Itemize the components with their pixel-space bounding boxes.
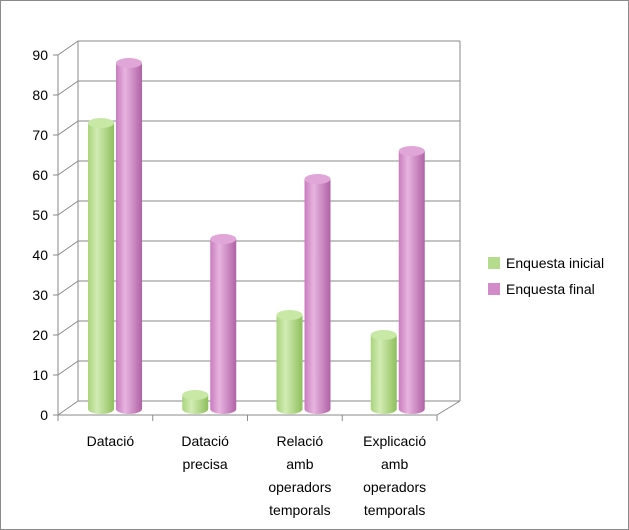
legend-label-initial: Enquesta inicial [506,255,605,271]
y-tick-label: 20 [32,327,48,343]
y-axis: 0 10 20 30 40 50 60 70 80 90 [32,47,58,423]
x-category-label: Datació [87,433,135,449]
bars [88,58,425,414]
bar-top-final-0 [116,58,142,68]
legend-item-initial: Enquesta inicial [488,250,604,276]
gridline-side [57,80,79,96]
gridline-side [57,400,79,416]
bar-final-0 [116,63,142,414]
x-category-label: operadors [268,479,331,495]
bar-initial-0 [88,123,114,414]
bar-final-2 [304,179,331,414]
bar-initial-3 [370,335,397,414]
x-category-label: temporals [364,502,425,518]
gridline-side [57,320,79,336]
floor-right-edge [436,400,461,416]
gridline-side [57,200,79,216]
y-tick-label: 60 [32,167,48,183]
x-category-label: amb [381,456,408,472]
y-tick-label: 0 [40,407,48,423]
x-category-label: Datació [181,433,229,449]
legend: Enquesta inicial Enquesta final [488,250,604,302]
gridline-side [57,280,79,296]
bar-final-3 [398,151,425,414]
bar-top-initial-1 [182,390,209,400]
y-tick-label: 40 [32,247,48,263]
x-category-label: Explicació [363,433,426,449]
gridline-side [57,240,79,256]
bar-top-final-2 [304,174,331,184]
legend-swatch-initial [488,257,500,269]
y-tick-label: 10 [32,367,48,383]
gridline-side [57,160,79,176]
bar-top-initial-0 [88,118,114,128]
bar-initial-2 [276,315,303,414]
bar-top-initial-2 [276,310,303,320]
y-tick-label: 80 [32,87,48,103]
gridline-side [57,120,79,136]
x-category-label: operadors [363,479,426,495]
gridline-side [57,40,79,56]
bar-final-1 [210,239,237,414]
legend-label-final: Enquesta final [506,281,595,297]
y-tick-label: 90 [32,47,48,63]
x-category-label: amb [286,456,313,472]
y-tick-label: 50 [32,207,48,223]
y-tick-label: 70 [32,127,48,143]
legend-swatch-final [488,283,500,295]
bar-top-final-1 [210,234,237,244]
x-category-label: precisa [183,456,228,472]
chart-walls [57,41,461,415]
x-category-label: temporals [269,502,330,518]
x-category-label: Relació [277,433,324,449]
legend-item-final: Enquesta final [488,276,604,302]
bar-top-initial-3 [370,330,397,340]
gridline-side [57,360,79,376]
x-axis: Datació Datació precisa Relació amb operadors… [57,400,461,518]
bar-initial-1 [182,395,209,414]
bar-top-final-3 [398,146,425,156]
y-tick-label: 30 [32,287,48,303]
